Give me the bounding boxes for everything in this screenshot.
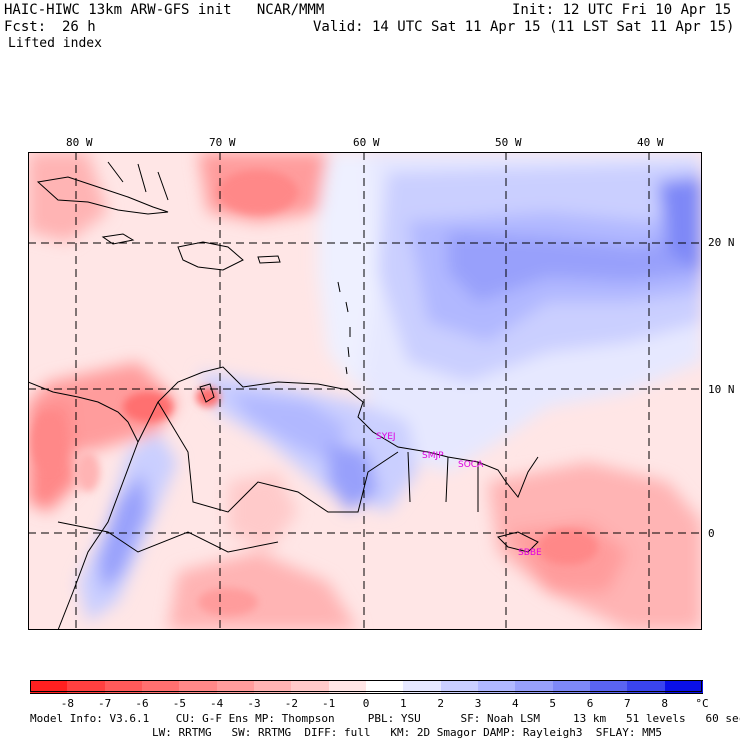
gridlines: [28, 152, 702, 630]
lesser-antilles-coast: [337, 281, 351, 375]
field-name: Lifted index: [8, 36, 102, 51]
colorbar-tick-label: 4: [512, 697, 519, 710]
colorbar-tick-label: 6: [586, 697, 594, 710]
map-title: HAIC-HIWC 13km ARW-GFS init NCAR/MMM: [4, 2, 325, 18]
lon-label-70w: 70 W: [209, 136, 236, 149]
colorbar-frame: [30, 680, 702, 692]
unstable-cores: [32, 170, 598, 616]
colorbar-tick-label: -1: [322, 697, 336, 710]
lat-label-20n: 20 N: [708, 236, 735, 249]
jamaica-coast: [101, 233, 135, 245]
lon-label-50w: 50 W: [495, 136, 522, 149]
colorbar-tick-label: 2: [437, 697, 444, 710]
hispaniola-coast: [177, 241, 244, 271]
lat-label-10n: 10 N: [708, 383, 735, 396]
lon-label-40w: 40 W: [637, 136, 664, 149]
valid-time: Valid: 14 UTC Sat 11 Apr 15 (11 LST Sat …: [313, 19, 735, 35]
forecast-hour: 26 h: [62, 19, 96, 35]
colorbar-tick-label: -6: [135, 697, 149, 710]
colorbar-tick-label: -5: [172, 697, 186, 710]
central-america-coast: [28, 381, 139, 443]
colorbar-unit: °C: [695, 697, 709, 710]
pacific-coast: [57, 441, 139, 630]
init-time: Init: 12 UTC Fri 10 Apr 15: [512, 2, 732, 18]
colorbar-tick-label: 7: [624, 697, 631, 710]
colorbar-tick-label: -2: [284, 697, 298, 710]
puerto-rico-coast: [257, 255, 281, 264]
model-info-line2: LW: RRTMG SW: RRTMG DIFF: full KM: 2D Sm…: [152, 726, 662, 739]
station-sbbe: SBBE: [518, 548, 542, 558]
lon-label-80w: 80 W: [66, 136, 93, 149]
colorbar-tick-label: 8: [661, 697, 668, 710]
cuba-coast: [36, 176, 169, 215]
colorbar-tick-label: -4: [210, 697, 224, 710]
colorbar-tick-label: 3: [474, 697, 482, 710]
country-borders-north: [157, 401, 399, 513]
bahamas-coast: [107, 161, 169, 201]
lake-maracaibo: [199, 383, 215, 403]
station-soca: SOCA: [458, 460, 484, 470]
colorbar-tick-label: 1: [400, 697, 407, 710]
country-borders-south: [57, 451, 479, 553]
lat-label-0: 0: [708, 527, 715, 540]
lon-label-60w: 60 W: [353, 136, 380, 149]
colorbar-tick-label: -7: [98, 697, 112, 710]
colorbar-tick-label: 5: [549, 697, 556, 710]
colorbar-tick-label: 0: [362, 697, 370, 710]
lifted-index-map: SYEJ SMJP SOCA SBBE: [28, 152, 702, 630]
map-frame: [28, 152, 702, 630]
south-america-north-coast: [137, 366, 539, 498]
forecast-label: Fcst:: [4, 19, 47, 35]
model-info-line1: Model Info: V3.6.1 CU: G-F Ens MP: Thomp…: [30, 712, 740, 725]
station-syej: SYEJ: [376, 432, 396, 442]
station-smjp: SMJP: [422, 451, 444, 461]
coastlines: [28, 161, 539, 630]
colorbar-tick-label: -3: [247, 697, 261, 710]
colorbar-tick-label: -8: [60, 697, 74, 710]
